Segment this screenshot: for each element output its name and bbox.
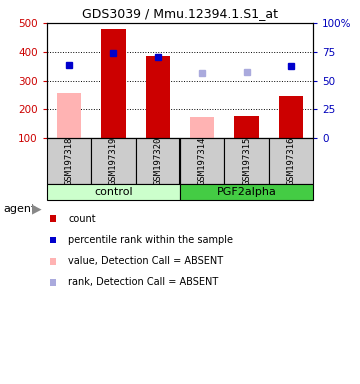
Bar	[180, 138, 224, 184]
Text: percentile rank within the sample: percentile rank within the sample	[68, 235, 233, 245]
Text: PGF2alpha: PGF2alpha	[217, 187, 276, 197]
Text: GSM197315: GSM197315	[242, 137, 251, 185]
Bar	[190, 117, 215, 138]
Text: GSM197318: GSM197318	[64, 137, 73, 185]
Bar	[136, 138, 180, 184]
Text: ▶: ▶	[32, 203, 42, 216]
Text: count: count	[68, 214, 96, 224]
Bar	[180, 184, 313, 200]
Bar	[57, 93, 81, 138]
Bar	[145, 56, 170, 138]
Bar	[234, 116, 259, 138]
Bar	[269, 138, 313, 184]
Text: control: control	[94, 187, 133, 197]
Text: GSM197314: GSM197314	[198, 137, 207, 185]
Bar	[91, 138, 136, 184]
Bar	[224, 138, 269, 184]
Bar	[101, 29, 126, 138]
Bar	[47, 138, 91, 184]
Bar	[47, 184, 180, 200]
Text: GSM197320: GSM197320	[153, 137, 162, 185]
Bar	[279, 96, 303, 138]
Text: agent: agent	[4, 204, 36, 214]
Text: rank, Detection Call = ABSENT: rank, Detection Call = ABSENT	[68, 277, 219, 287]
Text: GSM197316: GSM197316	[287, 137, 296, 185]
Text: value, Detection Call = ABSENT: value, Detection Call = ABSENT	[68, 256, 224, 266]
Title: GDS3039 / Mmu.12394.1.S1_at: GDS3039 / Mmu.12394.1.S1_at	[82, 7, 278, 20]
Text: GSM197319: GSM197319	[109, 137, 118, 185]
